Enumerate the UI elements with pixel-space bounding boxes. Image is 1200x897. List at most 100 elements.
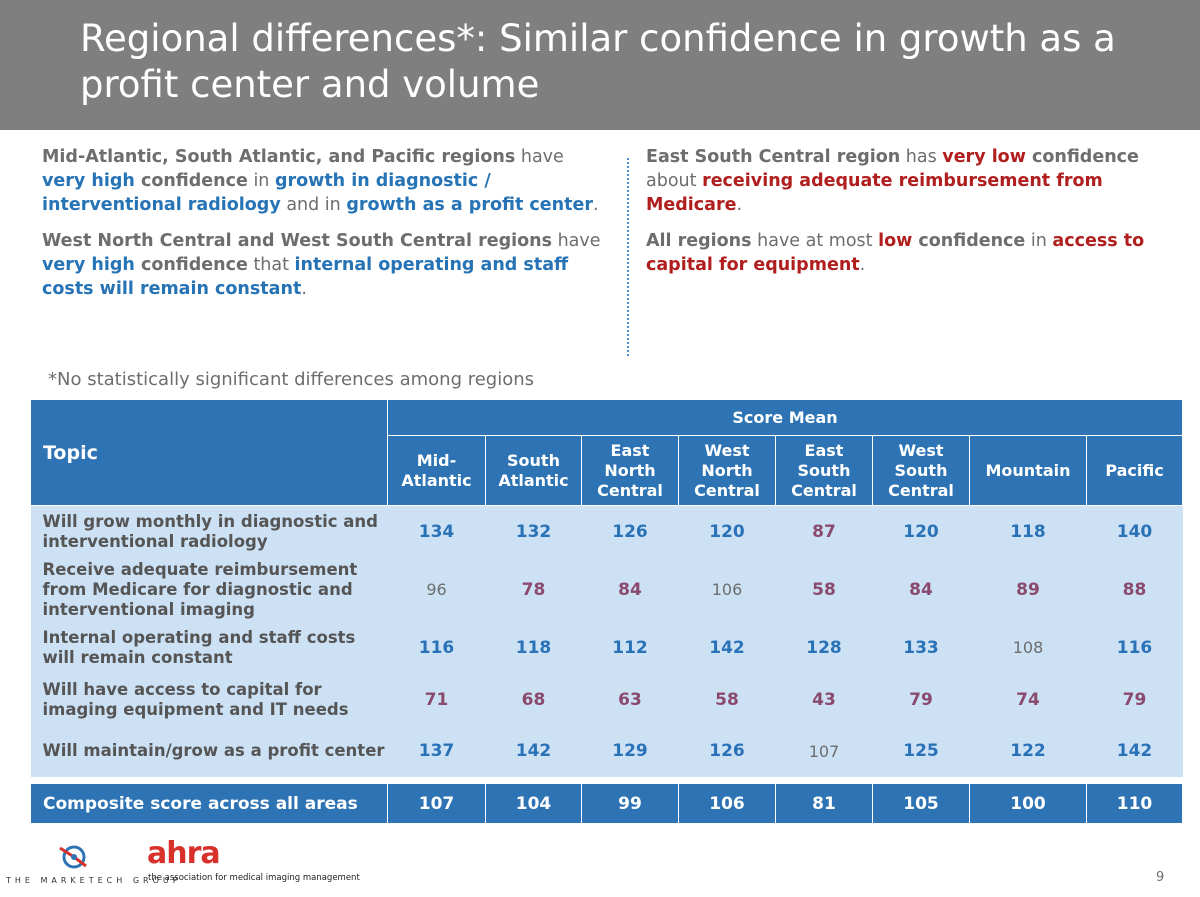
text-segment: very high — [42, 171, 135, 191]
topic-cell: Receive adequate reimbursement from Medi… — [30, 557, 388, 622]
table-row: Will grow monthly in diagnostic and inte… — [30, 505, 1183, 558]
score-cell: 118 — [969, 505, 1087, 558]
text-segment: All regions — [646, 231, 752, 251]
text-segment: have — [552, 231, 601, 251]
score-cell: 118 — [485, 621, 582, 674]
topic-cell: Will have access to capital for imaging … — [30, 673, 388, 726]
left-summary: Mid-Atlantic, South Atlantic, and Pacifi… — [42, 145, 612, 313]
score-cell: 107 — [775, 725, 873, 778]
score-cell: 74 — [969, 673, 1087, 726]
text-segment: have — [515, 147, 564, 167]
topic-cell: Will maintain/grow as a profit center — [30, 725, 388, 778]
score-cell: 79 — [1086, 673, 1183, 726]
composite-cell: 106 — [678, 783, 776, 824]
score-cell: 106 — [678, 557, 776, 622]
left-paragraph-2: West North Central and West South Centra… — [42, 229, 612, 301]
text-segment: . — [593, 195, 599, 215]
score-cell: 134 — [387, 505, 486, 558]
region-header: Mid- Atlantic — [387, 435, 486, 506]
score-cell: 58 — [678, 673, 776, 726]
score-cell: 89 — [969, 557, 1087, 622]
table-row: Will have access to capital for imaging … — [30, 673, 1183, 726]
region-header: Pacific — [1085, 435, 1184, 506]
text-segment: in — [1025, 231, 1053, 251]
score-cell: 112 — [581, 621, 679, 674]
score-cell: 88 — [1086, 557, 1183, 622]
text-segment: very low — [942, 147, 1026, 167]
score-cell: 128 — [775, 621, 873, 674]
score-mean-header: Score Mean — [386, 399, 1184, 436]
score-cell: 126 — [581, 505, 679, 558]
composite-label: Composite score across all areas — [30, 783, 388, 824]
ahra-tagline: the association for medical imaging mana… — [148, 873, 360, 883]
text-segment: access to capital for equipment — [646, 231, 1145, 275]
text-segment: . — [736, 195, 743, 215]
score-cell: 108 — [969, 621, 1087, 674]
score-cell: 125 — [872, 725, 970, 778]
text-segment: growth as a profit center — [346, 195, 593, 215]
composite-cell: 99 — [581, 783, 679, 824]
composite-cell: 104 — [485, 783, 582, 824]
score-cell: 122 — [969, 725, 1087, 778]
slide-title: Regional differences*: Similar confidenc… — [80, 17, 1116, 106]
table-row: Internal operating and staff costs will … — [30, 621, 1183, 674]
text-segment: confidence — [134, 171, 248, 191]
score-cell: 116 — [387, 621, 486, 674]
score-cell: 84 — [581, 557, 679, 622]
marketech-name: THE MARKETECH GROUP — [6, 876, 182, 885]
score-cell: 43 — [775, 673, 873, 726]
score-cell: 142 — [678, 621, 776, 674]
page-number: 9 — [1156, 870, 1165, 885]
region-header: East South Central — [775, 435, 873, 506]
text-segment: East South Central region — [646, 147, 901, 167]
text-segment: about — [646, 171, 703, 191]
table-row: Will maintain/grow as a profit center 137… — [30, 725, 1183, 778]
composite-cell: 81 — [775, 783, 873, 824]
column-divider — [627, 158, 629, 356]
score-cell: 58 — [775, 557, 873, 622]
score-cell: 78 — [485, 557, 582, 622]
score-cell: 68 — [485, 673, 582, 726]
text-segment: internal operating and staff costs will … — [42, 255, 569, 299]
score-cell: 84 — [872, 557, 970, 622]
score-cell: 142 — [485, 725, 582, 778]
score-cell: 142 — [1086, 725, 1183, 778]
text-segment: Mid-Atlantic, South Atlantic, and Pacifi… — [42, 147, 516, 167]
composite-cell: 107 — [387, 783, 486, 824]
text-segment: have at most — [751, 231, 879, 251]
score-cell: 126 — [678, 725, 776, 778]
text-segment: very high — [42, 255, 135, 275]
score-cell: 79 — [872, 673, 970, 726]
region-header: South Atlantic — [485, 435, 582, 506]
left-paragraph-1: Mid-Atlantic, South Atlantic, and Pacifi… — [42, 145, 612, 217]
composite-row: Composite score across all areas 107 104 99… — [30, 783, 1184, 824]
score-cell: 137 — [387, 725, 486, 778]
text-segment: receiving adequate reimbursement from Me… — [646, 171, 1103, 215]
text-segment: confidence — [912, 231, 1026, 251]
text-segment: that — [247, 255, 295, 275]
text-segment: . — [301, 279, 307, 299]
score-cell: 133 — [872, 621, 970, 674]
text-segment: and in — [280, 195, 347, 215]
composite-cell: 100 — [969, 783, 1087, 824]
text-segment: has — [900, 147, 943, 167]
footer: THE MARKETECH GROUP ahra the association… — [0, 836, 1200, 897]
text-segment: confidence — [1025, 147, 1139, 167]
score-cell: 63 — [581, 673, 679, 726]
text-segment: West North Central and West South Centra… — [42, 231, 553, 251]
region-header: East North Central — [581, 435, 679, 506]
text-segment: growth in diagnostic / interventional ra… — [42, 171, 491, 215]
footnote: *No statistically significant difference… — [48, 369, 535, 390]
score-cell: 116 — [1086, 621, 1183, 674]
composite-cell: 110 — [1085, 783, 1184, 824]
topic-cell: Will grow monthly in diagnostic and inte… — [30, 505, 388, 558]
text-segment: . — [859, 255, 866, 275]
title-bar: Regional differences*: Similar confidenc… — [0, 0, 1200, 130]
text-segment: confidence — [134, 255, 248, 275]
region-header: Mountain — [969, 435, 1087, 506]
score-cell: 96 — [387, 557, 486, 622]
right-paragraph-1: East South Central region has very low c… — [646, 145, 1146, 217]
marketech-logo-icon — [59, 845, 87, 869]
score-cell: 140 — [1086, 505, 1183, 558]
text-segment: in — [247, 171, 275, 191]
